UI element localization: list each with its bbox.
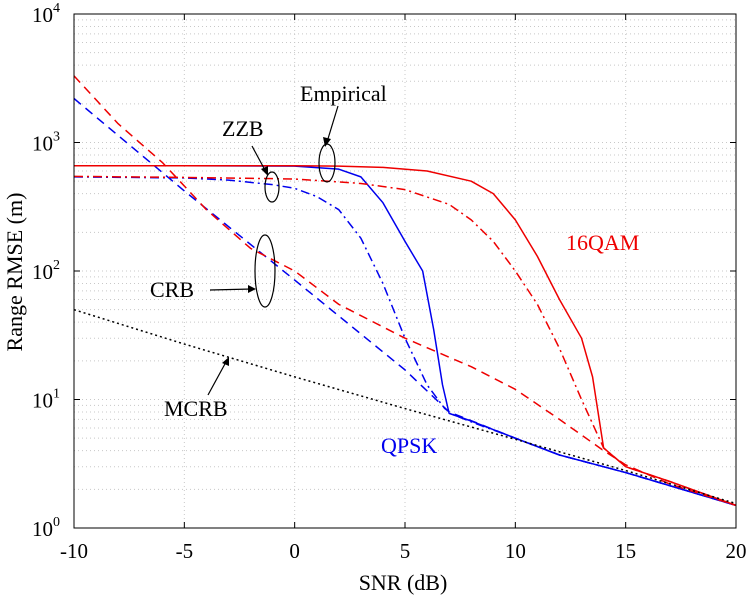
qam16-label: 16QAM [566,230,639,255]
empirical-label: Empirical [300,81,387,106]
series-16qam-crb [73,75,737,507]
x-tick-label: 0 [289,539,300,563]
zzb-ellipse [264,171,280,203]
zzb-arrow [251,145,267,173]
series-qpsk-crb [73,97,737,507]
mcrb-arrowhead [222,357,229,366]
x-tick-label: 15 [615,539,636,563]
y-tick-label: 100 [32,515,60,541]
mcrb-label: MCRB [164,396,228,421]
crb-arrowhead [248,285,256,293]
crb-arrow [209,288,253,291]
empirical-arrowhead [323,137,331,147]
y-tick-label: 103 [32,130,60,156]
qpsk-label: QPSK [381,433,437,458]
grid-layer [74,14,736,528]
empirical-arrow [326,105,339,143]
annotation-layer: Empirical ZZB CRB MCRB QPSK 16QAM [150,81,639,458]
x-tick-label: -5 [176,539,194,563]
x-tick-label: 5 [400,539,411,563]
x-axis-title: SNR (dB) [359,570,448,595]
y-tick-label: 102 [32,258,60,284]
series-mcrb [73,308,737,505]
x-tick-label: 10 [505,539,526,563]
zzb-arrowhead [261,166,268,176]
x-tick-label: 20 [726,539,747,563]
crb-label: CRB [150,277,194,302]
y-tick-label: 104 [32,1,60,27]
series-16qam-empirical [74,164,737,507]
y-tick-label: 101 [32,387,60,413]
mcrb-arrow [207,361,227,396]
zzb-label: ZZB [222,116,264,141]
x-tick-label: -10 [60,539,88,563]
tick-layer: -10 -5 0 5 10 15 20 100 101 102 103 104 [32,1,747,563]
crb-ellipse [254,234,276,308]
y-axis-title: Range RMSE (m) [2,193,27,352]
empirical-ellipse [318,143,336,183]
